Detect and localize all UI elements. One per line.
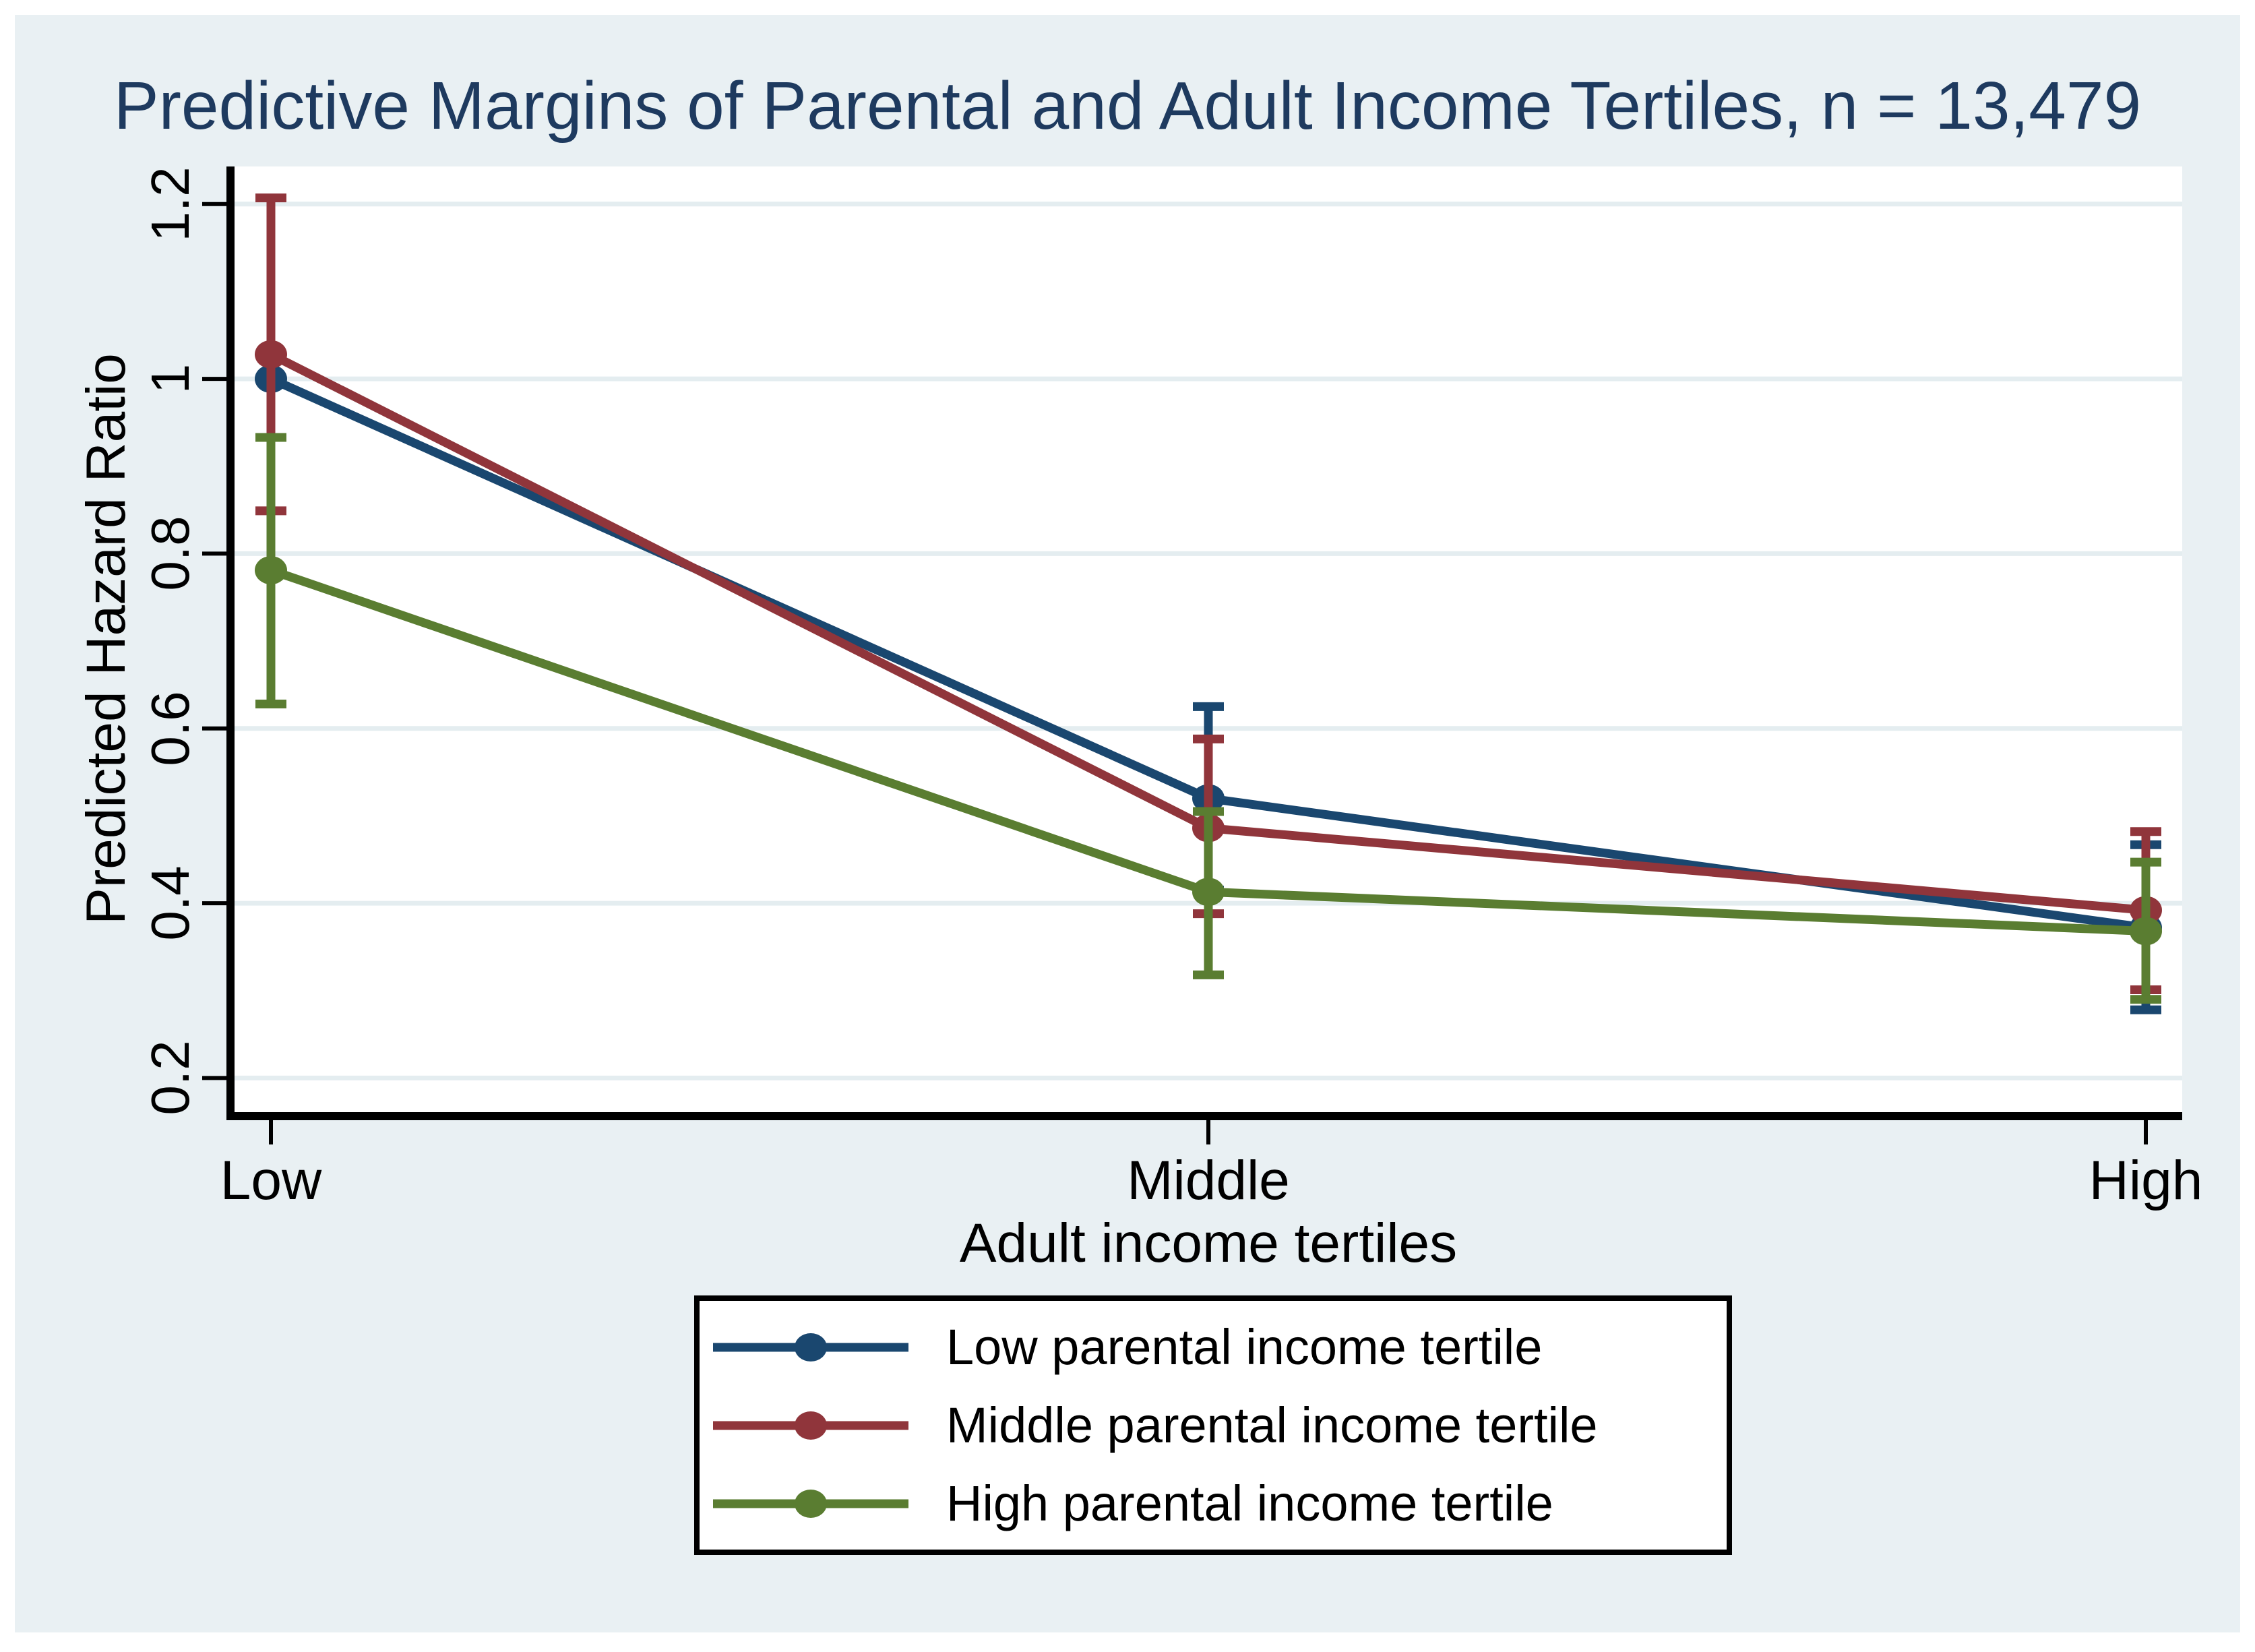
data-point-marker [1192,878,1225,907]
legend-label: High parental income tertile [946,1475,1553,1531]
legend-marker [713,1411,908,1440]
y-tick-label: 0.4 [140,865,200,941]
y-tick-label: 0.6 [140,691,200,766]
x-category-label: High [2089,1150,2203,1211]
y-tick-label: 0.8 [140,516,200,592]
legend: Low parental income tertile Middle parent… [694,1295,1732,1555]
y-axis-title: Predicted Hazard Ratio [75,353,137,925]
x-category-label: Low [220,1150,322,1211]
legend-label: Low parental income tertile [946,1319,1543,1375]
legend-marker [713,1489,908,1518]
data-point-marker [255,340,287,369]
legend-label: Middle parental income tertile [946,1397,1598,1453]
x-axis-line [226,1112,2182,1120]
data-point-marker [255,556,287,585]
y-tick-label: 1 [140,363,200,394]
x-axis-title: Adult income tertiles [959,1213,1458,1274]
y-tick-label: 1.2 [140,166,200,242]
legend-row: Low parental income tertile [700,1308,1727,1386]
chart-title: Predictive Margins of Parental and Adult… [113,68,2142,144]
legend-row: High parental income tertile [700,1465,1727,1543]
legend-row: Middle parental income tertile [700,1386,1727,1465]
data-point-marker [2130,917,2162,946]
legend-marker [713,1333,908,1362]
x-category-label: Middle [1127,1150,1290,1211]
y-tick-label: 0.2 [140,1040,200,1116]
y-axis-line [226,166,235,1120]
